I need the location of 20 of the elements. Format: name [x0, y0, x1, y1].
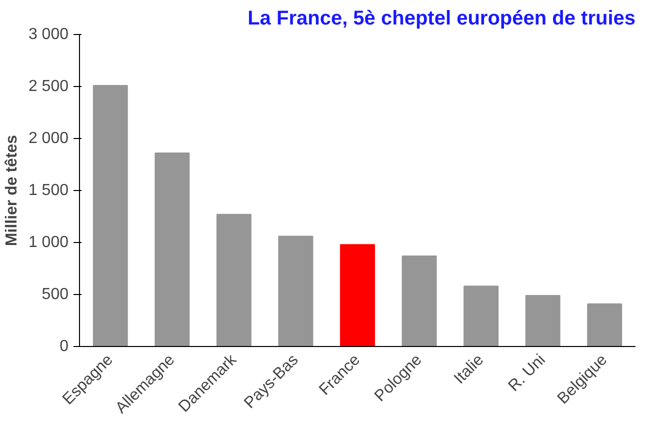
bar	[216, 214, 252, 346]
y-tick-label: 3 000	[28, 26, 69, 43]
y-tick-label: 2 000	[28, 130, 69, 147]
bar	[525, 295, 560, 346]
chart-title: La France, 5è cheptel européen de truies	[248, 8, 636, 30]
y-axis-title: Millier de têtes	[3, 134, 20, 246]
bar	[464, 286, 499, 346]
y-tick-label: 500	[42, 286, 69, 303]
bar	[154, 152, 190, 346]
bar	[278, 236, 314, 346]
y-tick-label: 1 500	[28, 182, 69, 199]
bar	[587, 303, 622, 346]
bar	[92, 84, 128, 346]
y-tick-label: 0	[60, 338, 69, 355]
y-tick-label: 1 000	[28, 234, 69, 251]
bar	[402, 256, 437, 346]
y-tick-label: 2 500	[28, 78, 69, 95]
bar	[340, 244, 375, 346]
x-tick-label: R. Uni	[505, 351, 549, 395]
x-tick-label: Italie	[451, 351, 488, 388]
